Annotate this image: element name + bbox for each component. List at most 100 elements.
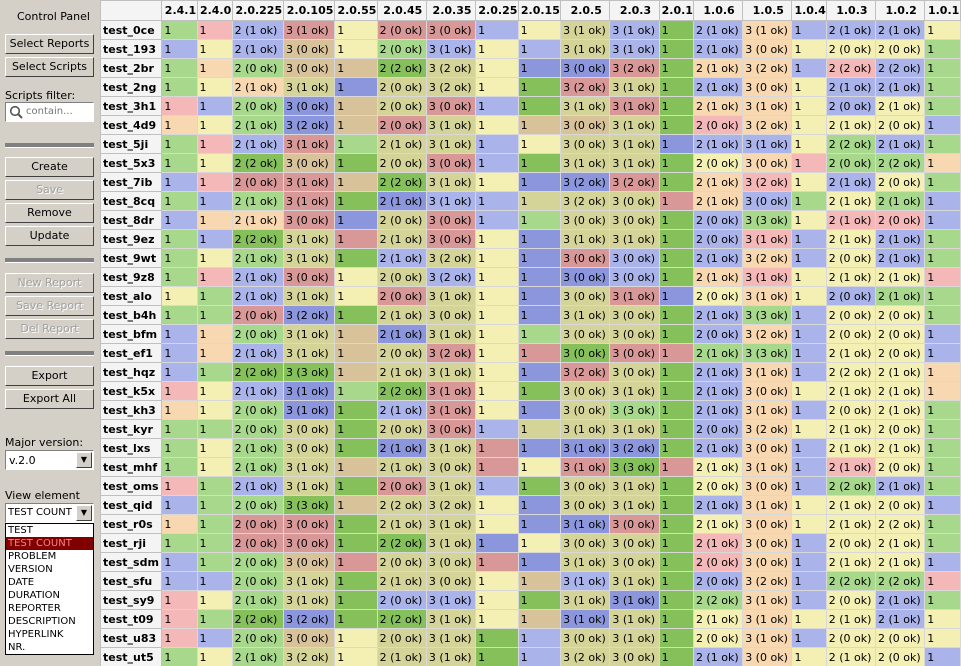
result-cell[interactable]: 2 (1 ok): [875, 381, 926, 401]
result-cell[interactable]: 1: [161, 514, 198, 534]
result-cell[interactable]: 3 (1 ok): [560, 438, 611, 458]
result-cell[interactable]: 3 (0 ok): [609, 191, 660, 211]
result-cell[interactable]: 3 (2 ok): [282, 115, 336, 135]
result-cell[interactable]: 1: [475, 191, 519, 211]
result-cell[interactable]: 1: [658, 172, 694, 192]
result-cell[interactable]: 1: [517, 457, 562, 477]
result-cell[interactable]: 2 (1 ok): [692, 267, 744, 287]
result-cell[interactable]: 3 (0 ok): [742, 552, 793, 572]
result-cell[interactable]: 1: [196, 210, 233, 230]
result-cell[interactable]: 2 (0 ok): [376, 20, 427, 40]
result-cell[interactable]: 2 (0 ok): [825, 400, 877, 420]
result-cell[interactable]: 1: [334, 571, 378, 591]
result-cell[interactable]: 2 (0 ok): [875, 305, 926, 325]
result-cell[interactable]: 3 (1 ok): [742, 96, 793, 116]
result-cell[interactable]: 3 (0 ok): [609, 362, 660, 382]
result-cell[interactable]: 2 (1 ok): [875, 134, 926, 154]
row-header[interactable]: test_2ng: [100, 77, 163, 97]
result-cell[interactable]: 3 (1 ok): [742, 495, 793, 515]
result-cell[interactable]: 1: [161, 210, 198, 230]
result-cell[interactable]: 2 (1 ok): [825, 419, 877, 439]
remove-button[interactable]: Remove: [5, 203, 94, 223]
result-cell[interactable]: 1: [791, 39, 827, 59]
result-cell[interactable]: 3 (0 ok): [560, 628, 611, 648]
result-cell[interactable]: 1: [791, 400, 827, 420]
result-cell[interactable]: 1: [196, 457, 233, 477]
result-cell[interactable]: 1: [658, 210, 694, 230]
result-cell[interactable]: 2 (1 ok): [692, 400, 744, 420]
result-cell[interactable]: 2 (1 ok): [875, 590, 926, 610]
result-cell[interactable]: 2 (1 ok): [376, 438, 427, 458]
result-cell[interactable]: 1: [475, 96, 519, 116]
result-cell[interactable]: 2 (1 ok): [692, 96, 744, 116]
result-cell[interactable]: 2 (0 ok): [376, 590, 427, 610]
result-cell[interactable]: 2 (0 ok): [692, 571, 744, 591]
result-cell[interactable]: 3 (1 ok): [609, 381, 660, 401]
result-cell[interactable]: 1: [196, 476, 233, 496]
result-cell[interactable]: 1: [924, 39, 961, 59]
result-cell[interactable]: 2 (0 ok): [692, 229, 744, 249]
result-cell[interactable]: 3 (2 ok): [425, 77, 477, 97]
result-cell[interactable]: 1: [196, 419, 233, 439]
result-cell[interactable]: 1: [924, 381, 961, 401]
result-cell[interactable]: 2 (1 ok): [231, 210, 284, 230]
major-version-select[interactable]: v.2.0 ▼: [5, 450, 94, 470]
result-cell[interactable]: 1: [196, 305, 233, 325]
result-cell[interactable]: 1: [161, 457, 198, 477]
result-cell[interactable]: 2 (1 ok): [231, 381, 284, 401]
result-cell[interactable]: 3 (1 ok): [282, 248, 336, 268]
row-header[interactable]: test_u83: [100, 628, 163, 648]
save-button[interactable]: Save: [5, 180, 94, 200]
result-cell[interactable]: 1: [161, 609, 198, 629]
result-cell[interactable]: 3 (0 ok): [560, 210, 611, 230]
result-cell[interactable]: 1: [196, 609, 233, 629]
result-cell[interactable]: 2 (1 ok): [875, 552, 926, 572]
result-cell[interactable]: 2 (0 ok): [376, 267, 427, 287]
update-button[interactable]: Update: [5, 226, 94, 246]
result-cell[interactable]: 1: [161, 286, 198, 306]
column-header[interactable]: 2.0.1: [658, 0, 694, 21]
result-cell[interactable]: 3 (1 ok): [425, 476, 477, 496]
result-cell[interactable]: 1: [924, 571, 961, 591]
result-cell[interactable]: 1: [161, 58, 198, 78]
result-cell[interactable]: 3 (1 ok): [282, 134, 336, 154]
result-cell[interactable]: 3 (1 ok): [282, 191, 336, 211]
result-cell[interactable]: 3 (1 ok): [609, 476, 660, 496]
result-cell[interactable]: 2 (0 ok): [692, 476, 744, 496]
result-cell[interactable]: 1: [196, 115, 233, 135]
view-element-list[interactable]: TEST TEST COUNT PROBLEM VERSION DATE DURATION…: [5, 523, 94, 655]
result-cell[interactable]: 2 (1 ok): [231, 39, 284, 59]
result-cell[interactable]: 1: [161, 419, 198, 439]
row-header[interactable]: test_8cq: [100, 191, 163, 211]
result-cell[interactable]: 1: [334, 20, 378, 40]
result-cell[interactable]: 1: [791, 229, 827, 249]
result-cell[interactable]: 1: [924, 267, 961, 287]
result-cell[interactable]: 2 (2 ok): [231, 229, 284, 249]
result-cell[interactable]: 2 (2 ok): [825, 571, 877, 591]
result-cell[interactable]: 3 (0 ok): [282, 39, 336, 59]
column-header[interactable]: 2.0.25: [475, 0, 519, 21]
result-cell[interactable]: 2 (0 ok): [231, 552, 284, 572]
result-cell[interactable]: 1: [196, 286, 233, 306]
view-option[interactable]: REPORTER: [8, 603, 61, 614]
chevron-down-icon[interactable]: ▼: [76, 452, 92, 468]
result-cell[interactable]: 3 (0 ok): [425, 96, 477, 116]
result-cell[interactable]: 1: [517, 172, 562, 192]
result-cell[interactable]: 3 (1 ok): [282, 20, 336, 40]
result-cell[interactable]: 3 (1 ok): [560, 153, 611, 173]
column-header[interactable]: 1.0.3: [825, 0, 877, 21]
result-cell[interactable]: 3 (0 ok): [560, 115, 611, 135]
result-cell[interactable]: 2 (0 ok): [875, 647, 926, 666]
result-cell[interactable]: 2 (0 ok): [825, 153, 877, 173]
result-cell[interactable]: 3 (0 ok): [282, 153, 336, 173]
result-cell[interactable]: 1: [475, 210, 519, 230]
result-cell[interactable]: 1: [196, 77, 233, 97]
result-cell[interactable]: 1: [196, 343, 233, 363]
result-cell[interactable]: 3 (1 ok): [560, 229, 611, 249]
result-cell[interactable]: 1: [161, 39, 198, 59]
result-cell[interactable]: 1: [475, 590, 519, 610]
result-cell[interactable]: 3 (1 ok): [425, 609, 477, 629]
result-cell[interactable]: 3 (2 ok): [560, 647, 611, 666]
result-cell[interactable]: 3 (2 ok): [425, 267, 477, 287]
result-cell[interactable]: 3 (1 ok): [742, 590, 793, 610]
